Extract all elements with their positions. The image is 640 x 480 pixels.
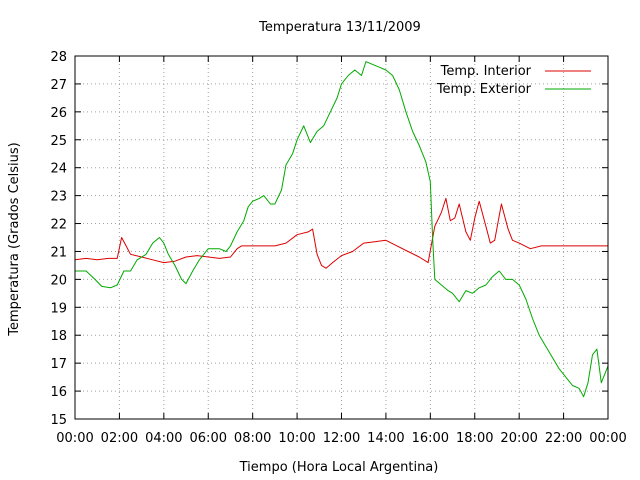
x-tick-label: 04:00 (145, 431, 182, 446)
x-tick-label: 22:00 (545, 431, 582, 446)
chart-title: Temperatura 13/11/2009 (258, 20, 421, 35)
x-tick-label: 10:00 (278, 431, 315, 446)
y-tick-label: 22 (50, 218, 67, 233)
series-line-exterior (75, 61, 609, 398)
y-tick-label: 21 (50, 245, 67, 260)
legend-label-interior: Temp. Interior (440, 64, 532, 79)
y-tick-label: 20 (50, 273, 67, 288)
x-tick-label: 18:00 (456, 431, 493, 446)
y-tick-label: 28 (50, 50, 67, 65)
x-tick-label: 08:00 (234, 431, 271, 446)
x-axis-label: Tiempo (Hora Local Argentina) (239, 460, 439, 475)
x-tick-label: 02:00 (101, 431, 138, 446)
x-tick-label: 20:00 (500, 431, 537, 446)
y-axis-label: Temperatura (Grados Celsius) (7, 142, 22, 336)
axis-ticks: 15 16 17 18 19 20 21 22 23 24 25 26 27 28 00:00 02:00 04… (50, 50, 626, 446)
y-tick-label: 19 (50, 301, 67, 316)
y-tick-label: 26 (50, 106, 67, 121)
y-tick-label: 18 (50, 329, 67, 344)
legend: Temp. Interior Temp. Exterior (436, 64, 591, 97)
legend-label-exterior: Temp. Exterior (436, 82, 532, 97)
x-tick-label: 00:00 (56, 431, 93, 446)
x-tick-label: 00:00 (589, 431, 626, 446)
series-lines (74, 61, 609, 398)
y-tick-label: 25 (50, 134, 67, 149)
x-tick-label: 14:00 (367, 431, 404, 446)
x-tick-label: 06:00 (190, 431, 227, 446)
y-tick-label: 15 (50, 413, 67, 428)
y-tick-label: 24 (50, 162, 67, 177)
y-tick-label: 27 (50, 78, 67, 93)
y-tick-label: 23 (50, 190, 67, 205)
y-tick-label: 17 (50, 357, 67, 372)
y-tick-label: 16 (50, 385, 67, 400)
grid (75, 56, 608, 419)
x-tick-label: 12:00 (323, 431, 360, 446)
series-line-interior (74, 197, 608, 269)
x-tick-label: 16:00 (412, 431, 449, 446)
